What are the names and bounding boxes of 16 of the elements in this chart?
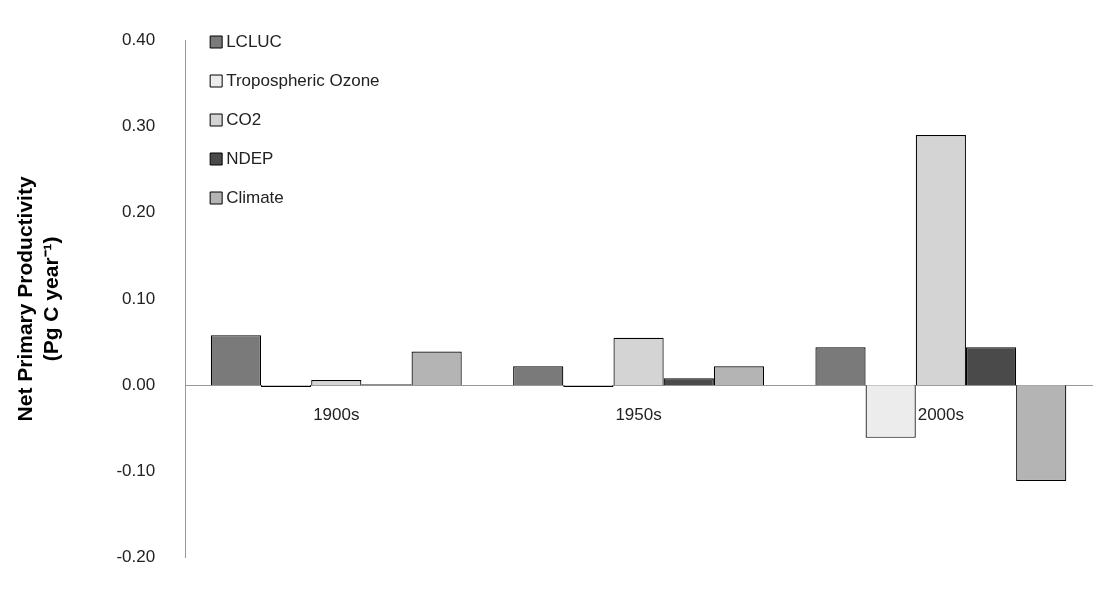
x-tick-label: 1900s — [313, 405, 360, 425]
y-tick-label: 0.30 — [122, 115, 156, 135]
y-tick-label: 0.40 — [122, 29, 156, 49]
legend-label: CO2 — [226, 109, 262, 129]
legend-label: Climate — [226, 187, 284, 207]
x-tick-label: 2000s — [917, 405, 965, 425]
y-tick-label: -0.20 — [116, 547, 156, 567]
legend-label: NDEP — [226, 148, 274, 168]
y-tick-label: 0.10 — [122, 288, 156, 308]
legend-label: Tropospheric Ozone — [226, 70, 380, 90]
x-tick-label: 1950s — [615, 405, 662, 425]
y-axis-title: Net Primary Productivity (Pg C year⁻¹) — [13, 176, 62, 422]
y-tick-label: 0.00 — [122, 374, 156, 394]
y-tick-label: -0.10 — [116, 461, 156, 481]
legend-label: LCLUC — [226, 31, 282, 51]
y-tick-label: 0.20 — [122, 202, 156, 222]
